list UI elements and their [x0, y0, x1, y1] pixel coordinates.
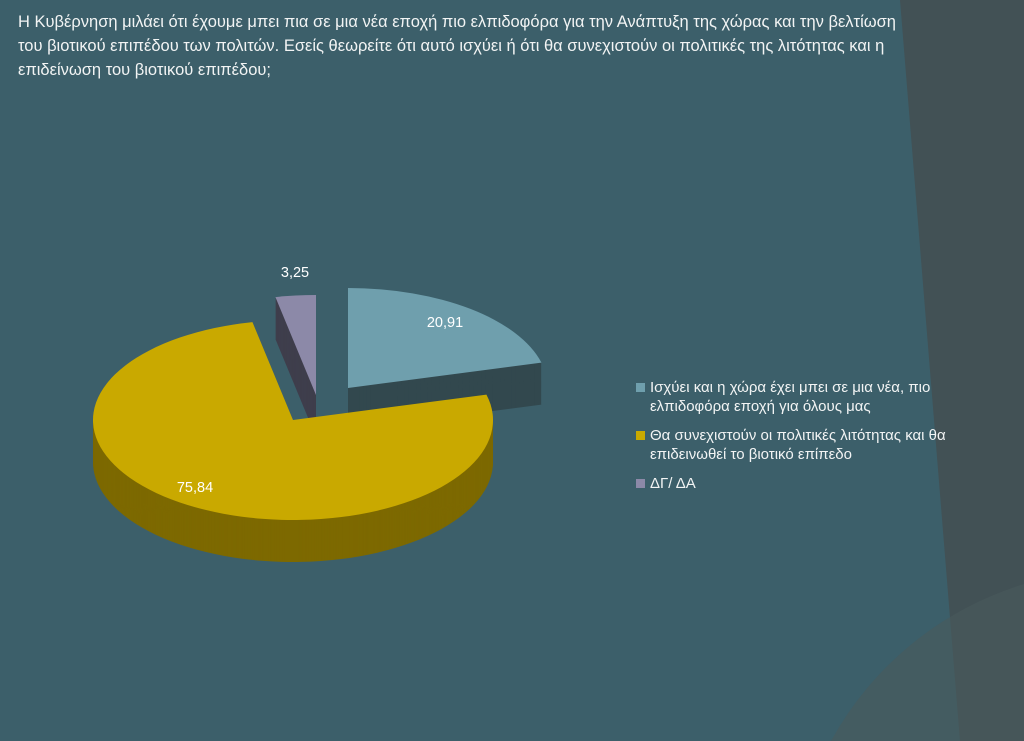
pie-slice — [348, 288, 542, 430]
legend: Ισχύει και η χώρα έχει μπει σε μια νέα, … — [636, 378, 960, 503]
legend-swatch — [636, 479, 645, 488]
legend-label: ΔΓ/ ΔΑ — [650, 475, 696, 492]
pie-slice — [275, 295, 316, 437]
legend-item: Θα συνεχιστούν οι πολιτικές λιτότητας κα… — [636, 426, 960, 464]
legend-item: ΔΓ/ ΔΑ — [636, 474, 960, 493]
background-dark-wedge — [900, 0, 1024, 741]
pie-slice-top — [275, 295, 316, 395]
pie-slice-top — [348, 288, 542, 388]
background-circle — [831, 584, 1024, 741]
legend-label: Ισχύει και η χώρα έχει μπει σε μια νέα, … — [650, 379, 931, 415]
legend-swatch — [636, 431, 645, 440]
legend-label: Θα συνεχιστούν οι πολιτικές λιτότητας κα… — [650, 427, 946, 463]
pie-slice — [93, 322, 494, 562]
legend-item: Ισχύει και η χώρα έχει μπει σε μια νέα, … — [636, 378, 960, 416]
legend-swatch — [636, 383, 645, 392]
data-label: 20,91 — [427, 315, 463, 331]
data-label: 75,84 — [177, 480, 213, 496]
question-title: Η Κυβέρνηση μιλάει ότι έχουμε μπει πια σ… — [18, 13, 896, 79]
data-label: 3,25 — [281, 265, 309, 281]
pie-slice-top — [93, 322, 493, 520]
